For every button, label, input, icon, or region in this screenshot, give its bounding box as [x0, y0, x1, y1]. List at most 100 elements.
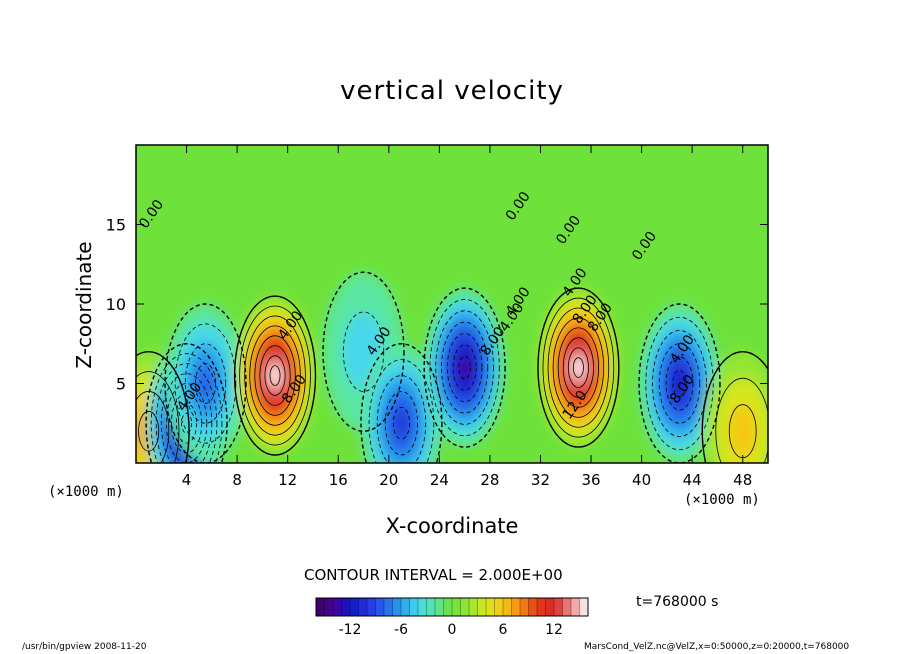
colorbar-cell — [401, 598, 410, 616]
contour-8-3 — [658, 343, 701, 424]
contour-7-2 — [547, 307, 610, 428]
contour-6-1 — [429, 299, 500, 437]
y-tick-label: 5 — [116, 375, 126, 394]
x-tick-label: 48 — [733, 471, 752, 489]
x-tick-label: 40 — [632, 471, 651, 489]
contour-7-3 — [552, 317, 605, 418]
y-tick-label: 10 — [106, 295, 126, 314]
feature-7-level-7 — [573, 357, 584, 378]
feature-9-level-2 — [729, 404, 757, 458]
colorbar-cell — [511, 598, 521, 616]
x-axis-label: X-coordinate — [385, 514, 519, 538]
chart-title: vertical velocity — [340, 76, 564, 106]
feature-6-level-6 — [458, 356, 471, 379]
colorbar-cell — [469, 598, 478, 616]
contour-8-1 — [645, 316, 714, 451]
x-tick-label: 20 — [379, 471, 398, 489]
contour-6-5 — [452, 344, 477, 391]
colorbar-cell — [460, 598, 470, 616]
colorbar-tick-label: 6 — [499, 622, 508, 638]
colorbar-cell — [528, 598, 538, 616]
contour-2-1 — [174, 323, 237, 444]
x-unit-right: (×1000 m) — [684, 492, 760, 508]
contour-3-6 — [264, 355, 286, 396]
contour-3-7 — [269, 365, 281, 386]
x-tick-label: 4 — [182, 471, 192, 489]
contour-7-7 — [572, 357, 584, 378]
colorbar-cell — [418, 598, 427, 616]
contour-1-5 — [170, 393, 203, 454]
x-tick-label: 36 — [581, 471, 600, 489]
contour-6-4 — [446, 333, 483, 403]
contour-5-4 — [392, 406, 410, 440]
time-label: t=768000 s — [636, 594, 719, 610]
colorbar-cell — [503, 598, 512, 616]
contour-3-2 — [244, 315, 306, 436]
feature-5-level-4 — [393, 407, 410, 440]
contour-3-1 — [239, 305, 311, 446]
contour-7-5 — [562, 337, 594, 398]
colorbar-cell — [426, 598, 436, 616]
contour-0-1 — [136, 371, 180, 463]
contour-0-0 — [136, 351, 190, 463]
colorbar-cell — [486, 598, 495, 616]
contour-2-2 — [184, 343, 227, 424]
contour-1-3 — [160, 373, 213, 463]
y-tick-label: 15 — [106, 216, 126, 235]
colorbar-cell — [554, 598, 563, 616]
colorbar-cell — [358, 598, 368, 616]
contour-5-1 — [368, 359, 435, 463]
colorbar-cell — [324, 598, 334, 616]
feature-8-level-5 — [672, 370, 687, 397]
colorbar-cell — [545, 598, 555, 616]
contour-7-0 — [537, 287, 620, 448]
footer-left: /usr/bin/gpview 2008-11-20 — [22, 642, 147, 652]
colorbar-tick-label: -12 — [339, 622, 362, 638]
colorbar-cell — [384, 598, 393, 616]
contour-8-0 — [638, 303, 721, 463]
x-tick-label: 12 — [278, 471, 297, 489]
colorbar-cell — [341, 598, 351, 616]
contour-7-4 — [557, 327, 600, 408]
contour-5-2 — [376, 375, 427, 463]
x-unit-left: (×1000 m) — [48, 484, 124, 500]
plot-area — [136, 145, 768, 463]
x-tick-label: 32 — [531, 471, 550, 489]
contour-0-2 — [136, 391, 170, 463]
contour-9-0 — [701, 351, 768, 463]
contour-4-0 — [322, 271, 405, 432]
contour-6-6 — [458, 355, 471, 380]
contour-5-3 — [384, 391, 419, 456]
x-tick-label: 44 — [683, 471, 702, 489]
contour-6-0 — [423, 287, 506, 448]
contour-8-4 — [665, 356, 694, 411]
contour-5-0 — [360, 343, 443, 463]
colorbar-cell — [316, 598, 325, 616]
colorbar-cell — [477, 598, 487, 616]
contour-2-0 — [164, 303, 247, 463]
x-tick-label: 28 — [480, 471, 499, 489]
feature-2-level-3 — [195, 363, 216, 404]
colorbar-cell — [579, 598, 589, 616]
contour-6-3 — [441, 321, 489, 414]
colorbar-cell — [367, 598, 376, 616]
contour-1-0 — [145, 343, 228, 463]
x-tick-label: 24 — [430, 471, 449, 489]
colorbar-tick-label: 0 — [448, 622, 457, 638]
colorbar-cell — [435, 598, 444, 616]
colorbar-cell — [520, 598, 529, 616]
contour-8-5 — [672, 369, 687, 398]
colorbar-cell — [452, 598, 461, 616]
x-tick-label: 16 — [329, 471, 348, 489]
colorbar-cell — [375, 598, 385, 616]
contour-3-4 — [254, 335, 296, 416]
colorbar-cell — [443, 598, 453, 616]
colorbar-cell — [571, 598, 580, 616]
contour-1-7 — [181, 412, 193, 434]
colorbar-tick-label: 12 — [545, 622, 563, 638]
colorbar-cell — [537, 598, 546, 616]
colorbar-cell — [333, 598, 342, 616]
contour-7-6 — [567, 347, 589, 388]
footer-right: MarsCond_VelZ.nc@VelZ,x=0:50000,z=0:2000… — [584, 642, 850, 652]
